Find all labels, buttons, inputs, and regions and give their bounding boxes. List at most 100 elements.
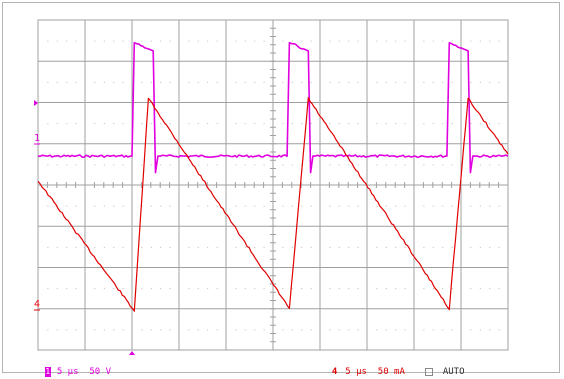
graticule-dot bbox=[338, 123, 340, 125]
trigger-mode: AUTO bbox=[442, 367, 465, 377]
graticule-dot bbox=[160, 205, 162, 207]
graticule-dot bbox=[282, 81, 284, 83]
graticule-dot bbox=[188, 123, 190, 125]
graticule-dot bbox=[498, 205, 500, 207]
graticule-dot bbox=[376, 164, 378, 166]
graticule-dot bbox=[404, 288, 406, 290]
graticule-dot bbox=[338, 164, 340, 166]
graticule-dot bbox=[244, 81, 246, 83]
graticule-dot bbox=[385, 329, 387, 331]
graticule-dot bbox=[188, 329, 190, 331]
graticule-dot bbox=[291, 246, 293, 248]
graticule-dot bbox=[235, 246, 237, 248]
trigger-position-marker bbox=[129, 351, 135, 355]
graticule-dot bbox=[301, 123, 303, 125]
graticule-dot bbox=[160, 123, 162, 125]
graticule-dot bbox=[338, 246, 340, 248]
graticule-dot bbox=[122, 123, 124, 125]
graticule-dot bbox=[254, 40, 256, 42]
graticule-dot bbox=[141, 329, 143, 331]
graticule-dot bbox=[329, 205, 331, 207]
graticule-dot bbox=[470, 81, 472, 83]
graticule-dot bbox=[376, 123, 378, 125]
graticule-dot bbox=[310, 329, 312, 331]
graticule-dot bbox=[169, 205, 171, 207]
graticule-dot bbox=[244, 205, 246, 207]
graticule-dot bbox=[103, 288, 105, 290]
graticule-dot bbox=[141, 40, 143, 42]
graticule-dot bbox=[395, 81, 397, 83]
graticule-dot bbox=[310, 246, 312, 248]
graticule-dot bbox=[94, 81, 96, 83]
ch4-ground-marker: 4 bbox=[34, 299, 40, 310]
graticule-dot bbox=[442, 329, 444, 331]
graticule-dot bbox=[376, 40, 378, 42]
graticule-dot bbox=[385, 246, 387, 248]
graticule-dot bbox=[94, 123, 96, 125]
oscilloscope-frame bbox=[2, 2, 560, 373]
graticule-dot bbox=[103, 329, 105, 331]
graticule-dot bbox=[479, 164, 481, 166]
graticule-dot bbox=[235, 205, 237, 207]
graticule-dot bbox=[244, 288, 246, 290]
graticule-dot bbox=[263, 81, 265, 83]
graticule-dot bbox=[395, 329, 397, 331]
graticule-dot bbox=[254, 246, 256, 248]
graticule-dot bbox=[404, 40, 406, 42]
graticule-dot bbox=[423, 81, 425, 83]
graticule-dot bbox=[479, 40, 481, 42]
ch1-indicator: 1 bbox=[44, 366, 51, 377]
graticule-dot bbox=[235, 40, 237, 42]
graticule-dot bbox=[47, 329, 49, 331]
graticule-dot bbox=[451, 288, 453, 290]
graticule-dot bbox=[47, 81, 49, 83]
graticule-dot bbox=[291, 123, 293, 125]
graticule-dot bbox=[357, 205, 359, 207]
graticule-dot bbox=[395, 164, 397, 166]
graticule-dot bbox=[329, 81, 331, 83]
graticule-dot bbox=[150, 205, 152, 207]
graticule-dot bbox=[150, 40, 152, 42]
graticule-dot bbox=[263, 40, 265, 42]
graticule-dot bbox=[301, 40, 303, 42]
graticule-dot bbox=[66, 246, 68, 248]
graticule-dot bbox=[66, 288, 68, 290]
graticule-dot bbox=[216, 288, 218, 290]
graticule-dot bbox=[498, 288, 500, 290]
graticule-dot bbox=[122, 288, 124, 290]
graticule-dot bbox=[47, 164, 49, 166]
graticule-dot bbox=[451, 205, 453, 207]
graticule-dot bbox=[442, 205, 444, 207]
graticule-dot bbox=[357, 40, 359, 42]
graticule-dot bbox=[188, 40, 190, 42]
graticule-dot bbox=[338, 205, 340, 207]
graticule-dot bbox=[432, 40, 434, 42]
graticule-dot bbox=[301, 329, 303, 331]
graticule-dot bbox=[423, 205, 425, 207]
graticule-dot bbox=[188, 246, 190, 248]
trigger-level-marker bbox=[34, 100, 38, 106]
graticule-dot bbox=[47, 205, 49, 207]
graticule-dot bbox=[423, 246, 425, 248]
graticule-dot bbox=[113, 205, 115, 207]
graticule-dot bbox=[404, 164, 406, 166]
graticule-dot bbox=[479, 246, 481, 248]
graticule-dot bbox=[385, 81, 387, 83]
graticule-dot bbox=[479, 205, 481, 207]
graticule-dot bbox=[404, 329, 406, 331]
graticule-dot bbox=[498, 164, 500, 166]
graticule-dot bbox=[291, 329, 293, 331]
graticule-dot bbox=[94, 288, 96, 290]
graticule-dot bbox=[207, 246, 209, 248]
graticule-dot bbox=[122, 40, 124, 42]
graticule-dot bbox=[141, 205, 143, 207]
graticule-dot bbox=[489, 205, 491, 207]
graticule bbox=[37, 19, 509, 351]
graticule-dot bbox=[197, 81, 199, 83]
graticule-dot bbox=[348, 81, 350, 83]
graticule-dot bbox=[235, 123, 237, 125]
graticule-dot bbox=[451, 329, 453, 331]
graticule-dot bbox=[432, 123, 434, 125]
graticule-dot bbox=[75, 40, 77, 42]
graticule-dot bbox=[498, 246, 500, 248]
